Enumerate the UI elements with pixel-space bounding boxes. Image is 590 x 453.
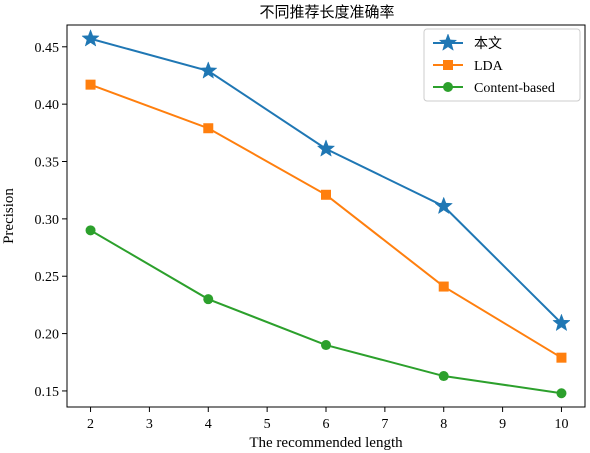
data-point [556, 388, 567, 399]
x-tick-label: 10 [554, 417, 568, 432]
series-2 [85, 225, 567, 399]
legend: 本文 LDA Content-based [423, 28, 581, 102]
series-line [90, 229, 562, 395]
legend-label: LDA [474, 59, 504, 74]
x-tick-label: 5 [264, 417, 271, 432]
data-point [199, 61, 218, 79]
data-point [85, 79, 96, 90]
series-1 [85, 79, 567, 363]
x-tick-label: 6 [323, 417, 330, 432]
y-tick-label: 0.25 [35, 270, 60, 285]
legend-marker [438, 33, 458, 51]
series-line [90, 83, 562, 359]
data-point [203, 294, 214, 305]
x-tick-label: 2 [87, 417, 94, 432]
x-tick-label: 4 [205, 417, 212, 432]
x-tick-label: 8 [440, 417, 447, 432]
legend-marker [443, 60, 453, 70]
y-tick-label: 0.40 [35, 98, 60, 113]
data-point [556, 352, 567, 363]
y-tick-label: 0.20 [35, 328, 60, 343]
data-point [81, 29, 100, 47]
legend-label: 本文 [474, 36, 502, 52]
x-tick-label: 9 [499, 417, 506, 432]
data-point [321, 189, 331, 200]
y-tick-label: 0.30 [35, 213, 60, 228]
y-tick-label: 0.35 [35, 156, 60, 171]
data-point [438, 281, 449, 292]
data-point [321, 340, 331, 351]
y-tick-label: 0.15 [35, 385, 60, 400]
data-point [552, 313, 571, 332]
data-point [203, 123, 214, 134]
legend-label: Content-based [474, 81, 555, 96]
legend-item: LDA [433, 59, 504, 74]
legend-item: Content-based [433, 81, 555, 96]
data-point [434, 196, 453, 215]
data-point [316, 139, 336, 157]
y-axis-label: Precision [1, 188, 17, 244]
legend-item: 本文 [433, 33, 502, 52]
legend-marker [443, 82, 453, 92]
y-tick-label: 0.45 [35, 41, 60, 56]
series-layer [81, 29, 571, 399]
legend-box [423, 28, 581, 102]
x-tick-label: 3 [146, 417, 153, 432]
x-tick-label: 7 [381, 417, 388, 432]
chart-title: 不同推荐长度准确率 [259, 4, 394, 21]
data-point [438, 371, 449, 382]
data-point [85, 225, 96, 236]
series-0 [81, 29, 571, 332]
x-axis-label: The recommended length [249, 435, 403, 451]
y-axis: 0.15 0.20 0.25 0.30 0.35 0.40 0.45 [35, 41, 67, 400]
x-axis: 2 3 4 5 6 7 8 9 10 [87, 407, 568, 432]
